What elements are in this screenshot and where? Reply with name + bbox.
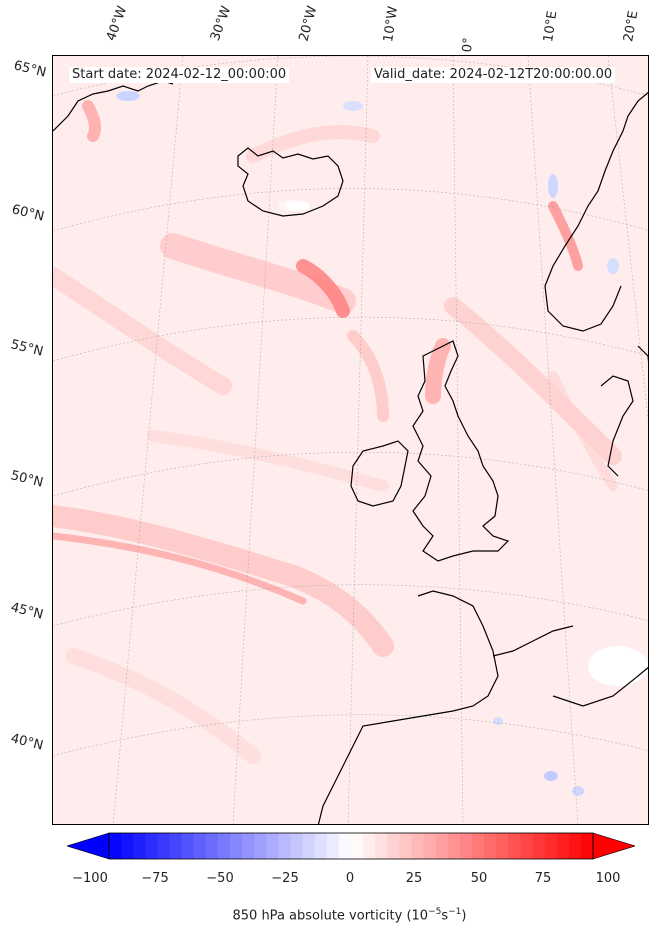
colorbar-cell [205, 833, 219, 859]
colorbar-min-arrow [67, 832, 110, 860]
iceland-coastline [237, 147, 344, 217]
colorbar-cell [520, 833, 533, 859]
colorbar-cell [157, 833, 170, 859]
sweden-coastline [637, 345, 648, 363]
colorbar-cell [484, 833, 497, 859]
colorbar-cell [230, 833, 243, 859]
colorbar-tick: −25 [271, 871, 299, 886]
colorbar-cell [278, 833, 291, 859]
colorbar-tick: 100 [595, 871, 621, 886]
colorbar-cell [133, 833, 146, 859]
negative-vorticity-patches [116, 91, 619, 796]
lat-label-50n: 50°N [9, 468, 45, 491]
lon-label-0: 0° [460, 36, 477, 53]
colorbar-cell [375, 833, 388, 859]
colorbar-cell [302, 833, 316, 859]
lon-label-10w: 10°W [381, 5, 401, 43]
colorbar-cell [387, 833, 400, 859]
colorbar-cell [363, 833, 376, 859]
colorbar-tick: −75 [141, 871, 169, 886]
colorbar-cell [254, 833, 267, 859]
lat-label-60n: 60°N [10, 202, 46, 225]
colorbar-cell [580, 833, 594, 859]
lon-label-40w: 40°W [103, 4, 131, 43]
colorbar-cell [290, 833, 304, 859]
colorbar-tick: 25 [405, 871, 423, 886]
norway-coastline [544, 91, 648, 332]
colorbar-cell [556, 833, 570, 859]
lon-label-20w: 20°W [296, 4, 321, 43]
colorbar-cell [169, 833, 183, 859]
map-panel [52, 55, 649, 825]
colorbar-cell [217, 833, 231, 859]
colorbar-cell [326, 833, 340, 859]
lon-label-30w: 30°W [207, 4, 235, 43]
lat-label-45n: 45°N [9, 600, 45, 623]
lon-label-10e: 10°E [541, 9, 561, 43]
greenland-coastline [53, 80, 174, 132]
colorbar-cell [242, 833, 255, 859]
colorbar-cell [181, 833, 195, 859]
colorbar-cell [459, 833, 473, 859]
colorbar-cell [193, 833, 207, 859]
colorbar-cell [314, 833, 328, 859]
colorbar-label: 850 hPa absolute vorticity (10−5s−1) [232, 907, 467, 924]
colorbar-cell [472, 833, 485, 859]
vorticity-map [53, 56, 648, 824]
colorbar-max-arrow [592, 832, 635, 860]
mediterranean-coastline [552, 666, 648, 707]
start-date-label: Start date: 2024-02-12_00:00:00 [69, 67, 290, 83]
great-britain-coastline [412, 340, 510, 562]
valid-date-label: Valid_date: 2024-02-12T20:00:00.00 [371, 67, 616, 83]
colorbar-cell [338, 833, 352, 859]
colorbar-cell [411, 833, 425, 859]
colorbar-tick: 0 [345, 871, 355, 886]
france-iberia-coastline [317, 590, 499, 824]
graticule [53, 56, 648, 824]
bay-coastline [492, 625, 574, 657]
colorbar-tick: 75 [534, 871, 552, 886]
colorbar-cell [532, 833, 546, 859]
colorbar-cell [423, 833, 437, 859]
colorbar-cell [496, 833, 509, 859]
lat-label-40n: 40°N [9, 731, 45, 754]
colorbar-cell [544, 833, 558, 859]
colorbar-cell [447, 833, 461, 859]
colorbar-cell [109, 833, 122, 859]
colorbar-cell [399, 833, 412, 859]
colorbar-tick: −100 [72, 871, 108, 886]
vorticity-streaks [53, 100, 622, 764]
coastlines [53, 80, 648, 824]
colorbar-cell [145, 833, 158, 859]
colorbar-cell [508, 833, 521, 859]
denmark-coastline [600, 375, 634, 477]
colorbar-cell [121, 833, 134, 859]
glacier-area [286, 201, 310, 211]
colorbar-cell [351, 833, 364, 859]
colorbar-frame [108, 832, 594, 860]
lat-label-65n: 65°N [12, 58, 48, 81]
lat-label-55n: 55°N [9, 337, 45, 360]
ireland-coastline [350, 440, 409, 507]
colorbar-cell [435, 833, 449, 859]
colorbar [67, 832, 635, 860]
colorbar-cells [109, 833, 594, 859]
colorbar-cell [568, 833, 582, 859]
colorbar-tick: −50 [206, 871, 234, 886]
lon-label-20e: 20°E [621, 9, 642, 43]
colorbar-tick: 50 [470, 871, 488, 886]
colorbar-cell [266, 833, 279, 859]
